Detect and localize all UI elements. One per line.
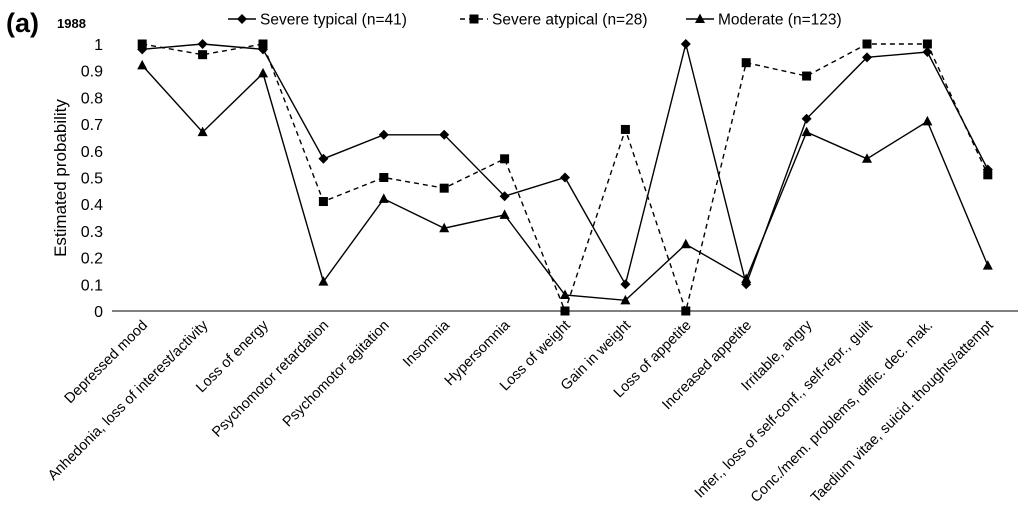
x-tick-label: Insomnia xyxy=(400,317,454,371)
legend-marker xyxy=(469,14,479,24)
data-point xyxy=(680,238,691,249)
x-tick-label: Psychomotor agitation xyxy=(280,318,393,431)
y-tick-label: 0.3 xyxy=(81,224,103,241)
data-point xyxy=(741,273,752,283)
data-point xyxy=(137,39,147,49)
series-group xyxy=(137,59,993,305)
y-tick-label: 0.5 xyxy=(81,171,103,188)
data-point xyxy=(560,289,570,299)
x-tick-label: Psychomotor retardation xyxy=(209,318,332,441)
data-point xyxy=(922,47,933,58)
data-point xyxy=(620,124,630,134)
data-point xyxy=(499,209,510,219)
data-point xyxy=(378,193,389,203)
series-line xyxy=(141,64,989,302)
data-point xyxy=(862,39,872,49)
y-tick-label: 0.8 xyxy=(81,90,103,107)
y-tick-label: 0 xyxy=(94,304,103,321)
data-point xyxy=(318,197,328,207)
data-point xyxy=(318,153,329,164)
chart-legend: Severe typical (n=41) Severe atypical (n=… xyxy=(228,12,842,29)
y-tick-label: 0.7 xyxy=(81,117,103,134)
data-point xyxy=(439,129,450,140)
y-axis-ticks: 0 0.1 0.2 0.3 0.4 0.5 0.6 0.7 0.8 0.9 1 xyxy=(81,37,103,321)
data-point xyxy=(439,183,449,193)
data-point xyxy=(500,154,510,164)
data-point xyxy=(680,39,691,49)
data-point xyxy=(862,153,872,163)
data-point xyxy=(258,67,268,78)
data-point xyxy=(137,59,148,70)
y-tick-label: 1 xyxy=(94,37,103,54)
legend-marker xyxy=(695,13,705,23)
data-point xyxy=(982,260,993,270)
legend-marker xyxy=(237,14,247,24)
data-point xyxy=(439,222,450,233)
data-point xyxy=(379,173,389,182)
data-point xyxy=(922,115,933,126)
data-point xyxy=(681,306,691,316)
data-point xyxy=(983,170,993,180)
y-tick-label: 0.4 xyxy=(81,197,103,214)
y-tick-label: 0.1 xyxy=(81,277,103,294)
data-point xyxy=(198,50,208,60)
legend-item: Severe atypical (n=28) xyxy=(460,12,648,29)
data-point xyxy=(620,294,631,305)
series-line xyxy=(142,43,989,287)
panel-label: (a) xyxy=(6,8,39,38)
data-point xyxy=(318,276,329,286)
y-tick-label: 0.2 xyxy=(81,251,103,268)
legend-label: Severe typical (n=41) xyxy=(260,12,407,29)
data-point xyxy=(197,39,208,49)
legend-item: Severe typical (n=41) xyxy=(228,12,407,29)
legend-label: Moderate (n=123) xyxy=(718,12,842,29)
y-tick-label: 0.9 xyxy=(81,64,103,81)
data-point xyxy=(802,71,812,81)
data-point xyxy=(560,172,570,183)
y-tick-label: 0.6 xyxy=(81,144,103,161)
data-point xyxy=(197,126,208,137)
data-point xyxy=(801,126,812,137)
data-point xyxy=(620,279,631,290)
data-point xyxy=(258,39,268,49)
data-point xyxy=(922,39,932,49)
data-point xyxy=(560,306,570,316)
data-point xyxy=(741,58,751,68)
data-point xyxy=(378,129,389,140)
y-axis-label: Estimated probability xyxy=(51,99,70,257)
data-point xyxy=(862,52,872,63)
series-group xyxy=(137,39,993,316)
chart-series xyxy=(137,39,993,316)
data-point xyxy=(499,191,510,202)
data-point xyxy=(801,113,812,124)
legend-item: Moderate (n=123) xyxy=(686,12,842,29)
year-label: 1988 xyxy=(57,16,86,31)
legend-label: Severe atypical (n=28) xyxy=(492,12,648,29)
